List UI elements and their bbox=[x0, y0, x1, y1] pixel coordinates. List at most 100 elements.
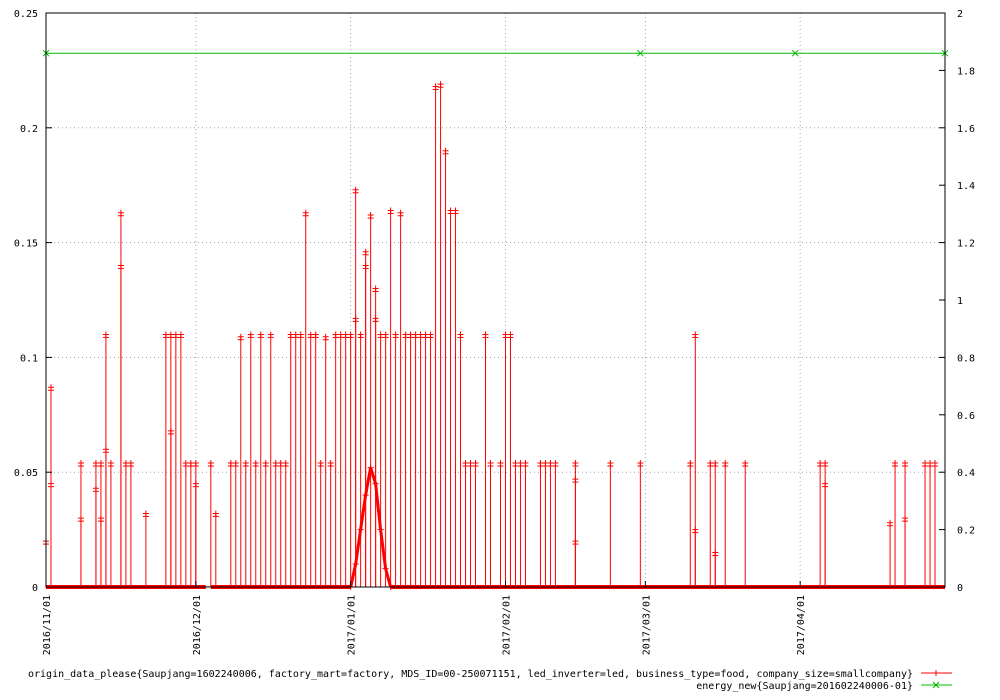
data-point bbox=[892, 460, 899, 467]
y2-tick-label: 0.6 bbox=[957, 411, 975, 422]
data-point bbox=[722, 460, 729, 467]
x-tick-label: 2017/02/01 bbox=[501, 595, 512, 655]
data-point bbox=[357, 331, 364, 338]
data-point bbox=[372, 285, 379, 292]
y2-tick-label: 0.2 bbox=[957, 526, 975, 537]
data-point bbox=[47, 480, 54, 487]
data-point bbox=[282, 460, 289, 467]
data-point bbox=[712, 460, 719, 467]
data-point bbox=[487, 460, 494, 467]
data-point bbox=[372, 315, 379, 322]
curve-point bbox=[377, 526, 384, 533]
data-point bbox=[297, 331, 304, 338]
legend-sample-origin-data bbox=[921, 670, 952, 676]
data-point bbox=[437, 81, 444, 88]
data-point bbox=[102, 331, 109, 338]
data-point bbox=[932, 460, 939, 467]
y2-tick-label: 1.6 bbox=[957, 124, 975, 135]
y-tick-label: 0.1 bbox=[20, 353, 38, 364]
data-point bbox=[92, 485, 99, 492]
legend-marker-origin-data bbox=[933, 670, 939, 676]
data-point bbox=[362, 248, 369, 255]
data-point bbox=[572, 460, 579, 467]
data-point bbox=[117, 262, 124, 269]
data-point bbox=[207, 460, 214, 467]
data-point bbox=[687, 460, 694, 467]
data-point bbox=[347, 331, 354, 338]
data-point bbox=[212, 510, 219, 517]
data-point bbox=[302, 209, 309, 216]
data-point bbox=[77, 515, 84, 522]
y2-tick-label: 0 bbox=[957, 583, 963, 594]
y-tick-label: 0.25 bbox=[14, 9, 38, 20]
curve-point bbox=[382, 565, 389, 572]
data-point bbox=[382, 331, 389, 338]
data-point bbox=[887, 519, 894, 526]
x-tick-label: 2017/01/01 bbox=[347, 595, 358, 655]
data-point bbox=[327, 460, 334, 467]
data-point bbox=[742, 460, 749, 467]
data-point bbox=[257, 331, 264, 338]
data-point bbox=[242, 460, 249, 467]
data-point bbox=[352, 315, 359, 322]
energy-point bbox=[636, 49, 644, 57]
energy-point bbox=[791, 49, 799, 57]
data-point bbox=[392, 331, 399, 338]
data-point bbox=[902, 460, 909, 467]
data-point bbox=[237, 333, 244, 340]
data-point bbox=[252, 460, 259, 467]
y-tick-label: 0 bbox=[32, 583, 38, 594]
data-point bbox=[387, 207, 394, 214]
data-point bbox=[607, 460, 614, 467]
y2-tick-label: 1.4 bbox=[957, 181, 975, 192]
legend-label-series-0: origin_data_please{Saupjang=1602240006, … bbox=[28, 669, 913, 680]
data-point bbox=[427, 331, 434, 338]
legend-label-series-1: energy_new{Saupjang=201602240006-01} bbox=[696, 681, 913, 692]
legend-sample-energy-new bbox=[921, 681, 952, 689]
curve-point bbox=[372, 480, 379, 487]
curve-point bbox=[357, 526, 364, 533]
data-point bbox=[107, 460, 114, 467]
data-point bbox=[97, 515, 104, 522]
data-point bbox=[232, 460, 239, 467]
data-point bbox=[712, 549, 719, 556]
data-point bbox=[247, 331, 254, 338]
data-point bbox=[452, 207, 459, 214]
data-point bbox=[637, 460, 644, 467]
y2-tick-label: 1.2 bbox=[957, 239, 975, 250]
x-tick-label: 2016/11/01 bbox=[42, 595, 53, 655]
data-point bbox=[397, 209, 404, 216]
data-point bbox=[522, 460, 529, 467]
data-point bbox=[322, 333, 329, 340]
data-point bbox=[692, 526, 699, 533]
data-point bbox=[902, 515, 909, 522]
y-tick-label: 0.05 bbox=[14, 468, 38, 479]
y2-tick-label: 1 bbox=[957, 296, 963, 307]
series-origin-data bbox=[43, 81, 945, 590]
data-point bbox=[822, 460, 829, 467]
data-point bbox=[102, 446, 109, 453]
y2-tick-label: 0.8 bbox=[957, 353, 975, 364]
curve-point bbox=[367, 464, 374, 471]
data-point bbox=[822, 480, 829, 487]
curve-point bbox=[362, 492, 369, 499]
data-point bbox=[482, 331, 489, 338]
x-tick-label: 2017/03/01 bbox=[641, 595, 652, 655]
y2-tick-label: 2 bbox=[957, 9, 963, 20]
data-point bbox=[572, 476, 579, 483]
series-layer bbox=[42, 49, 949, 590]
data-point bbox=[362, 262, 369, 269]
data-point bbox=[177, 331, 184, 338]
data-point bbox=[317, 460, 324, 467]
x-tick-label: 2016/12/01 bbox=[192, 595, 203, 655]
data-point bbox=[457, 331, 464, 338]
y-tick-label: 0.15 bbox=[14, 239, 38, 250]
data-point bbox=[167, 427, 174, 434]
data-point bbox=[552, 460, 559, 467]
legend: origin_data_please{Saupjang=1602240006, … bbox=[28, 669, 952, 692]
x-tick-label: 2017/04/01 bbox=[796, 595, 807, 655]
y2-tick-label: 1.8 bbox=[957, 66, 975, 77]
data-point bbox=[77, 460, 84, 467]
